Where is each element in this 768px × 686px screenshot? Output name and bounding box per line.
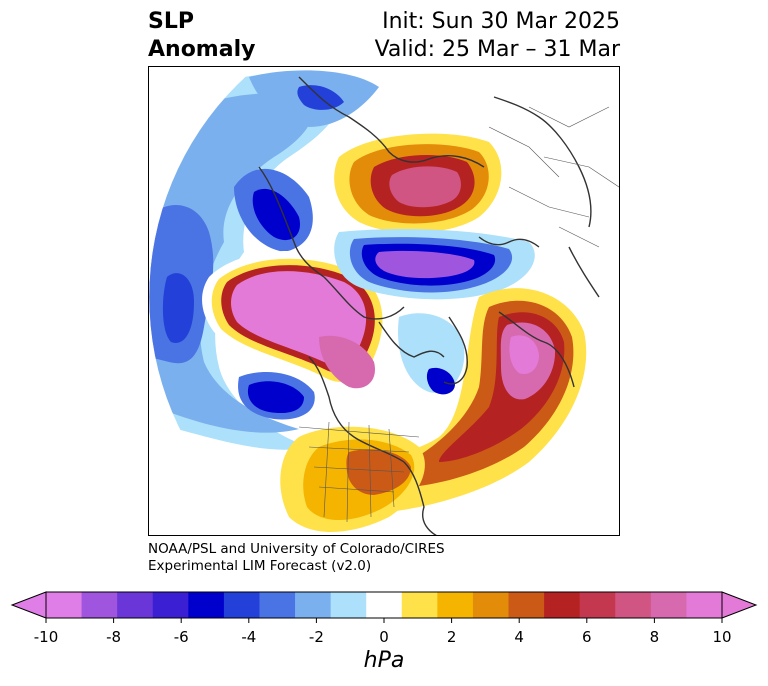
- anomaly-map: [148, 66, 620, 536]
- map-canvas: [149, 67, 619, 535]
- colorbar-bin: [615, 592, 652, 618]
- neg-core-eastpac: [247, 381, 304, 414]
- neg-core-pacific: [162, 273, 194, 343]
- colorbar-tick-label: 10: [712, 628, 732, 646]
- init-date: Init: Sun 30 Mar 2025: [382, 9, 620, 34]
- valid-range: Valid: 25 Mar – 31 Mar: [374, 37, 620, 62]
- colorbar-bin: [152, 592, 189, 618]
- colorbar-tick-label: -6: [173, 628, 189, 646]
- colorbar-tick-label: -2: [308, 628, 324, 646]
- colorbar-units: hPa: [363, 648, 405, 673]
- forecast-dates: Init: Sun 30 Mar 2025 Valid: 25 Mar – 31…: [375, 8, 620, 64]
- colorbar-bin: [508, 592, 545, 618]
- state-borders: [298, 421, 420, 523]
- colorbar-ticks: -10 -8 -6 -4 -2 0 2 4 6 8 10: [0, 626, 768, 648]
- colorbar-tick-label: -10: [33, 628, 59, 646]
- colorbar-bin: [295, 592, 332, 618]
- colorbar: [10, 591, 758, 623]
- country-borders: [488, 106, 619, 248]
- colorbar-bin: [330, 592, 367, 618]
- colorbar-bin: [544, 592, 581, 618]
- colorbar-bin: [46, 592, 83, 618]
- colorbar-bin: [686, 592, 723, 618]
- title-line-2: Anomaly: [148, 37, 256, 62]
- pos-center-atlantic: [509, 335, 539, 375]
- map-title: SLP Anomaly: [148, 8, 255, 64]
- colorbar-bin: [650, 592, 687, 618]
- pos-red-usa: [346, 449, 411, 495]
- colorbar-bin: [472, 592, 510, 618]
- pos-core-canada: [319, 335, 375, 389]
- colorbar-high-extend: [721, 591, 758, 619]
- colorbar-tick-label: 8: [649, 628, 660, 646]
- colorbar-bin: [117, 592, 154, 618]
- colorbar-tick-label: -8: [106, 628, 122, 646]
- coastlines: [258, 76, 600, 535]
- credit-text: NOAA/PSL and University of Colorado/CIRE…: [148, 541, 445, 575]
- colorbar-tick-label: 4: [514, 628, 524, 646]
- colorbar-bin: [223, 592, 260, 618]
- colorbar-bin: [366, 592, 403, 618]
- anomaly-field: [149, 70, 587, 532]
- colorbar-bin: [579, 592, 616, 618]
- colorbar-bin: [259, 592, 296, 618]
- neg-core-greenland: [426, 367, 455, 395]
- colorbar-bin: [188, 592, 225, 618]
- pos-core-siberia: [389, 166, 461, 208]
- colorbar-bin: [81, 592, 118, 618]
- colorbar-tick-label: 6: [582, 628, 592, 646]
- credit-line-2: Experimental LIM Forecast (v2.0): [148, 558, 372, 574]
- colorbar-bin: [401, 592, 438, 618]
- colorbar-tick-label: -4: [241, 628, 257, 646]
- colorbar-tick-label: 0: [379, 628, 389, 646]
- neg-center-arctic: [375, 250, 475, 279]
- colorbar-low-extend: [10, 591, 47, 619]
- credit-line-1: NOAA/PSL and University of Colorado/CIRE…: [148, 541, 445, 557]
- colorbar-tick-label: 2: [446, 628, 457, 646]
- colorbar-bin: [437, 592, 474, 618]
- title-line-1: SLP: [148, 9, 194, 34]
